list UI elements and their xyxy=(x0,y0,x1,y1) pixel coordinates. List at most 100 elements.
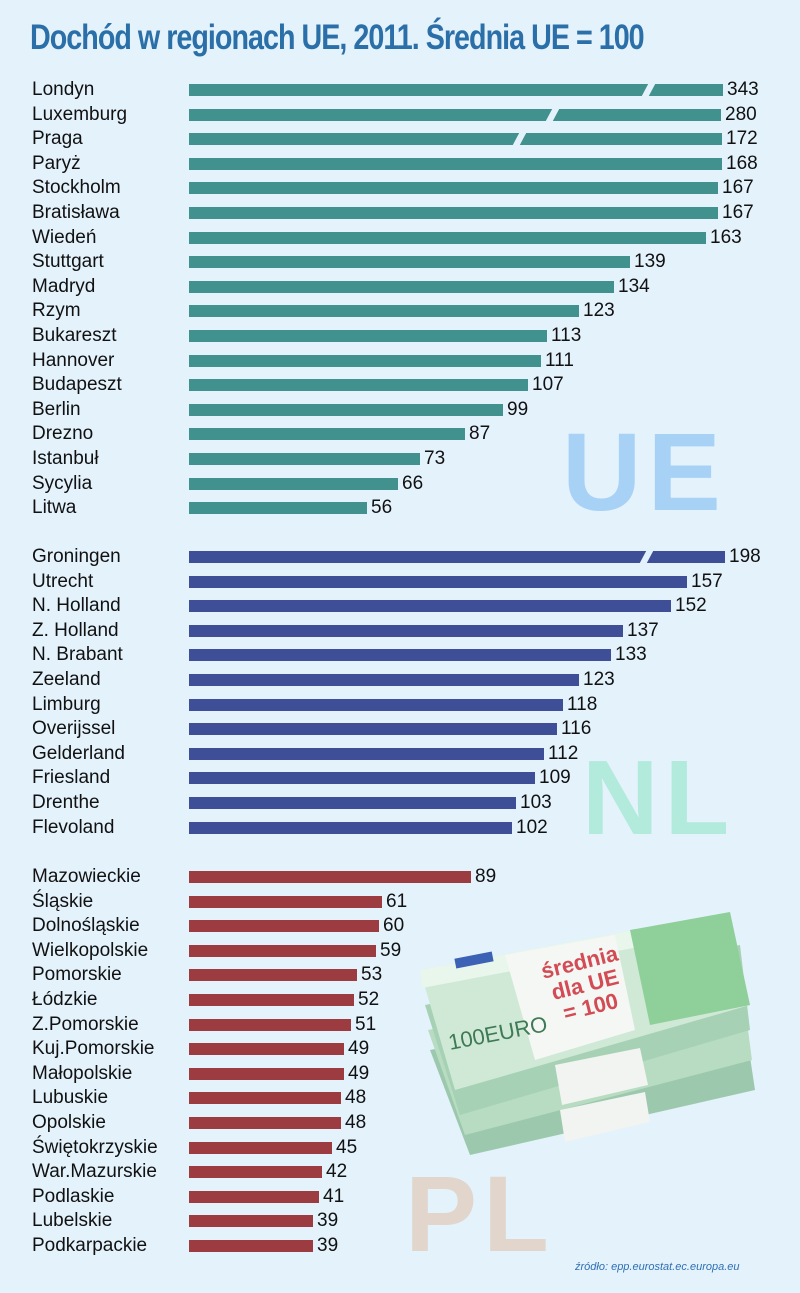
bar xyxy=(189,1092,341,1105)
value-label: 139 xyxy=(634,251,666,273)
bar-row: Friesland 109 xyxy=(0,766,800,790)
bar-row: Sycylia 66 xyxy=(0,472,800,496)
category-label: Bratisława xyxy=(32,202,120,223)
bar-row: Flevoland 102 xyxy=(0,816,800,840)
value-label: 152 xyxy=(675,595,707,617)
bar xyxy=(189,182,718,195)
bar xyxy=(189,1141,332,1154)
bar-row: Berlin 99 xyxy=(0,398,800,422)
category-label: Gelderland xyxy=(32,742,125,764)
bar-row: Madryd 134 xyxy=(0,275,800,299)
category-label: Overijssel xyxy=(32,718,116,740)
value-label: 109 xyxy=(539,767,571,789)
category-label: Podlaskie xyxy=(32,1185,115,1207)
bar-row: Zeeland 123 xyxy=(0,668,800,692)
category-label: Limburg xyxy=(32,693,101,715)
category-label: Lubuskie xyxy=(32,1087,109,1109)
bar xyxy=(189,674,579,686)
bar-row: Limburg 118 xyxy=(0,693,800,717)
scale-break xyxy=(638,549,655,565)
bar xyxy=(189,131,722,148)
bar xyxy=(189,895,382,908)
bar-row: Wiedeń 163 xyxy=(0,226,800,250)
bar-row: Lubuskie 48 xyxy=(0,1086,800,1110)
value-label: 118 xyxy=(567,693,598,715)
bar-row: War.Mazurskie 42 xyxy=(0,1160,800,1184)
bar-row: Rzym 123 xyxy=(0,299,800,323)
category-label: Groningen xyxy=(32,546,121,567)
bar-row: Stockholm 167 xyxy=(0,176,800,200)
category-label: Wiedeń xyxy=(32,226,97,248)
category-label: Dolnośląskie xyxy=(32,915,140,937)
bar xyxy=(189,797,516,809)
bar-row: Drenthe 103 xyxy=(0,791,800,815)
category-label: Utrecht xyxy=(32,570,94,592)
bar-row: Opolskie 48 xyxy=(0,1111,800,1135)
value-label: 111 xyxy=(545,349,574,371)
value-label: 48 xyxy=(345,1112,367,1133)
bar-row: Śląskie 61 xyxy=(0,890,800,914)
bar xyxy=(189,1215,313,1228)
category-label: N. Brabant xyxy=(32,644,123,666)
value-label: 107 xyxy=(532,374,564,396)
bar-row: Gelderland 112 xyxy=(0,742,800,766)
category-label: War.Mazurskie xyxy=(32,1161,157,1183)
value-label: 137 xyxy=(627,619,659,641)
value-label: 134 xyxy=(618,275,650,297)
bar-row: Budapeszt 107 xyxy=(0,373,800,397)
bar-row: Groningen 198 xyxy=(0,545,800,569)
category-label: Opolskie xyxy=(32,1112,106,1133)
bar xyxy=(189,207,718,219)
watermark-pl: PL xyxy=(405,1153,556,1274)
category-label: Podkarpackie xyxy=(32,1235,148,1256)
value-label: 280 xyxy=(725,103,757,125)
value-label: 53 xyxy=(361,964,383,986)
bar-row: Wielkopolskie 59 xyxy=(0,939,800,963)
bar-row: Lubelskie 39 xyxy=(0,1209,800,1233)
category-label: Flevoland xyxy=(32,816,115,838)
value-label: 39 xyxy=(317,1210,339,1232)
bar-row: Podkarpackie 39 xyxy=(0,1234,800,1258)
source-note: źródło: epp.eurostat.ec.europa.eu xyxy=(575,1261,740,1273)
category-label: Pomorskie xyxy=(32,964,122,986)
bar xyxy=(189,231,706,244)
value-label: 163 xyxy=(710,226,742,248)
bar xyxy=(189,723,557,736)
bar-row: Overijssel 116 xyxy=(0,717,800,741)
bar xyxy=(189,994,354,1006)
bar-row: Utrecht 157 xyxy=(0,570,800,594)
bar xyxy=(189,600,671,613)
bar xyxy=(189,624,623,637)
bar-row: Mazowieckie 89 xyxy=(0,865,800,889)
category-label: Istanbuł xyxy=(32,448,99,469)
bar-row: Istanbuł 73 xyxy=(0,447,800,471)
bar-row: Z. Holland 137 xyxy=(0,619,800,643)
category-label: Z.Pomorskie xyxy=(32,1013,139,1035)
category-label: Sycylia xyxy=(32,472,93,494)
bar-row: Luxemburg 280 xyxy=(0,103,800,127)
bar-row: N. Brabant 133 xyxy=(0,643,800,667)
bar xyxy=(189,747,544,760)
value-label: 343 xyxy=(727,79,759,100)
value-label: 61 xyxy=(386,890,408,912)
value-label: 168 xyxy=(726,152,758,174)
value-label: 60 xyxy=(383,915,405,937)
value-label: 49 xyxy=(348,1038,370,1060)
bar-row: Pomorskie 53 xyxy=(0,963,800,987)
category-label: Hannover xyxy=(32,349,115,371)
value-label: 123 xyxy=(583,300,615,322)
bar xyxy=(189,403,503,416)
value-label: 99 xyxy=(507,398,529,420)
bar-row: Dolnośląskie 60 xyxy=(0,914,800,938)
bar xyxy=(189,969,357,982)
bar-row: Paryż 168 xyxy=(0,152,800,176)
category-label: Mazowieckie xyxy=(32,866,141,887)
bar-row: Świętokrzyskie 45 xyxy=(0,1136,800,1160)
bar xyxy=(189,330,547,342)
bar xyxy=(189,649,611,662)
value-label: 45 xyxy=(336,1136,358,1158)
bar xyxy=(189,821,512,834)
bar xyxy=(189,871,471,883)
bar-row: Litwa 56 xyxy=(0,496,800,520)
value-label: 113 xyxy=(551,325,582,346)
